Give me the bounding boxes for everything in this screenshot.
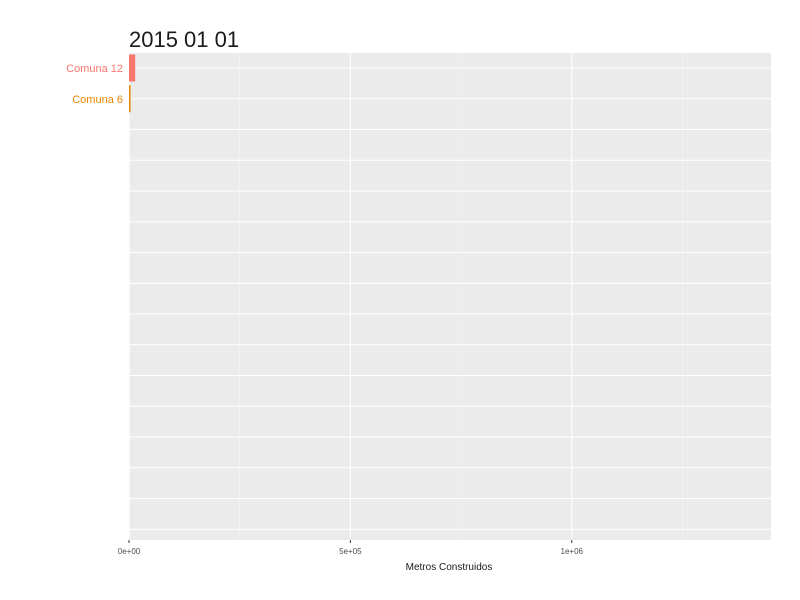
plot-panel xyxy=(129,53,771,540)
x-tick-label: 1e+06 xyxy=(561,547,584,556)
category-label: Comuna 12 xyxy=(66,63,123,75)
category-labels: Comuna 12 Comuna 6 xyxy=(66,63,123,106)
category-label: Comuna 6 xyxy=(72,94,123,106)
x-tick-label: 0e+00 xyxy=(118,547,141,556)
bars xyxy=(129,54,136,113)
grid-lines xyxy=(128,53,771,540)
bar xyxy=(129,85,131,113)
x-axis-ticks: 0e+00 5e+05 1e+06 xyxy=(118,540,584,556)
x-axis-title: Metros Construidos xyxy=(406,562,493,573)
x-tick-label: 5e+05 xyxy=(339,547,362,556)
chart-title: 2015 01 01 xyxy=(129,27,239,52)
bar xyxy=(129,54,136,82)
